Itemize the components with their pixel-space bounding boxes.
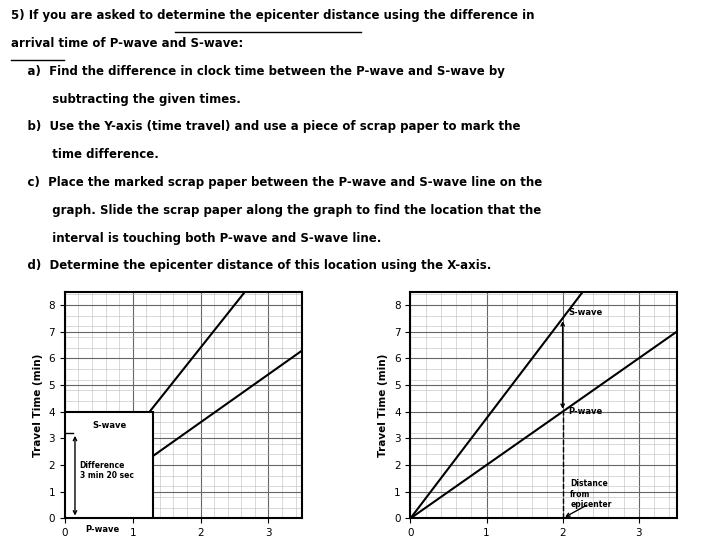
Text: graph. Slide the scrap paper along the graph to find the location that the: graph. Slide the scrap paper along the g… <box>11 204 541 217</box>
Text: a)  Find the difference in clock time between the P-wave and S-wave by: a) Find the difference in clock time bet… <box>11 65 505 78</box>
Text: S-wave: S-wave <box>568 308 602 317</box>
Text: P-wave: P-wave <box>568 407 602 416</box>
Bar <box>65 411 153 518</box>
Y-axis label: Travel Time (min): Travel Time (min) <box>33 353 43 457</box>
Text: d)  Determine the epicenter distance of this location using the X-axis.: d) Determine the epicenter distance of t… <box>11 259 491 273</box>
Text: S-wave: S-wave <box>92 421 126 430</box>
Text: interval is touching both P-wave and S-wave line.: interval is touching both P-wave and S-w… <box>11 232 381 245</box>
Text: b)  Use the Y-axis (time travel) and use a piece of scrap paper to mark the: b) Use the Y-axis (time travel) and use … <box>11 120 521 133</box>
Text: Difference
3 min 20 sec: Difference 3 min 20 sec <box>80 461 134 480</box>
Text: arrival time of P-wave and S-wave:: arrival time of P-wave and S-wave: <box>11 37 243 50</box>
Y-axis label: Travel Time (min): Travel Time (min) <box>379 353 389 457</box>
Text: 5) If you are asked to determine the epicenter distance using the difference in: 5) If you are asked to determine the epi… <box>11 9 534 22</box>
Text: Distance
from
epicenter: Distance from epicenter <box>570 480 611 509</box>
Text: c)  Place the marked scrap paper between the P-wave and S-wave line on the: c) Place the marked scrap paper between … <box>11 176 542 189</box>
Text: P-wave: P-wave <box>85 525 120 534</box>
Text: time difference.: time difference. <box>11 148 158 161</box>
Text: subtracting the given times.: subtracting the given times. <box>11 92 240 105</box>
